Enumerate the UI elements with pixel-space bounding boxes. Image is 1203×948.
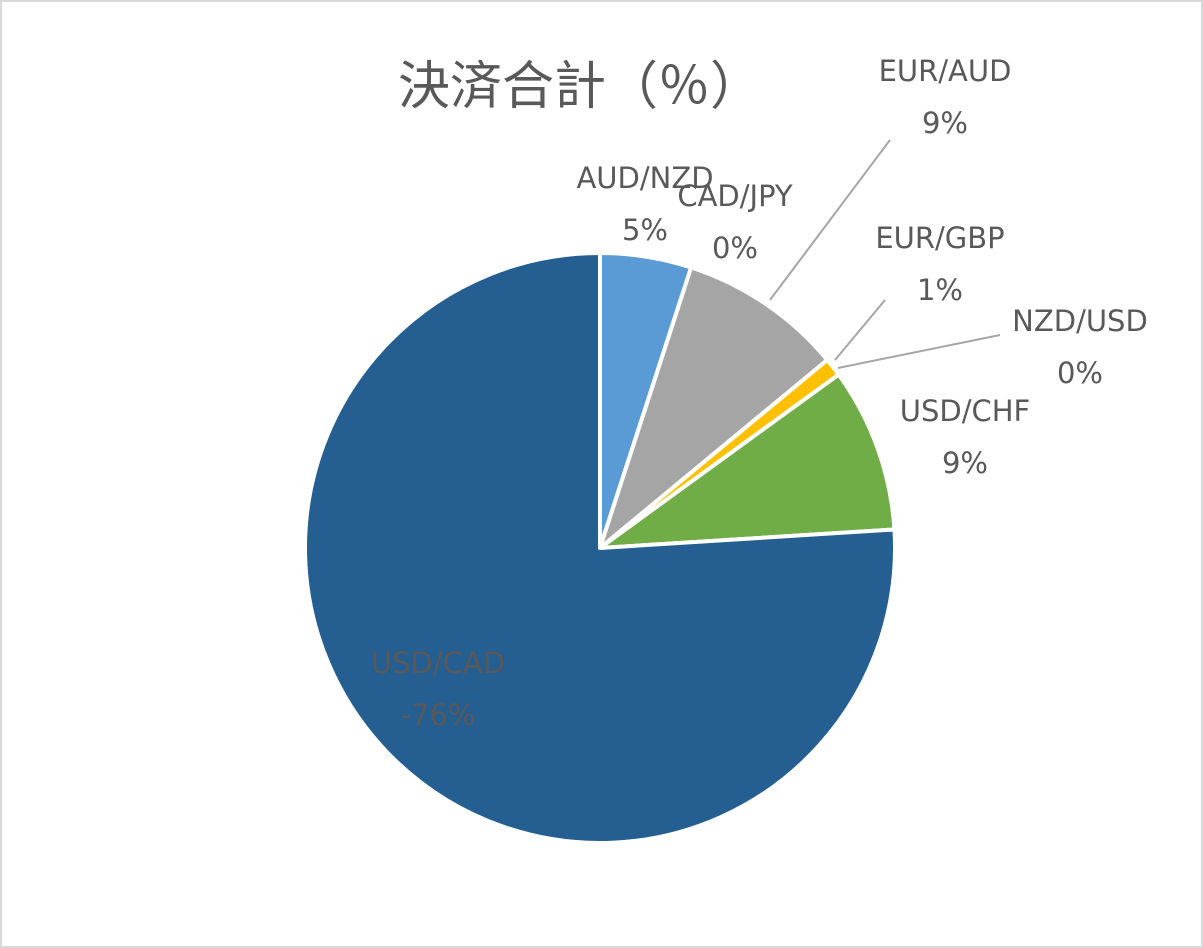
leader-line [769, 139, 891, 301]
value-label: -76% [401, 698, 476, 732]
slice-label: USD/CAD [371, 646, 505, 680]
leader-line [834, 299, 886, 361]
pie-slice [598, 265, 830, 550]
chart-title: 決済合計（％） [398, 57, 762, 117]
pie-slice [598, 372, 897, 550]
slice-label: NZD/USD [1012, 304, 1148, 338]
slice-label: EUR/AUD [879, 54, 1012, 88]
value-label: 9% [922, 106, 968, 140]
slice-label: CAD/JPY [677, 179, 793, 213]
value-label: 1% [917, 273, 963, 307]
value-label: 0% [712, 231, 758, 265]
slice-label: EUR/GBP [875, 221, 1004, 255]
slice-label: AUD/NZD [576, 161, 713, 195]
leader-line [837, 334, 1001, 369]
pie-slice [303, 251, 897, 845]
value-label: 9% [942, 446, 988, 480]
value-label: 0% [1057, 356, 1103, 390]
slice-label: USD/CHF [900, 394, 1030, 428]
value-label: 5% [622, 213, 668, 247]
